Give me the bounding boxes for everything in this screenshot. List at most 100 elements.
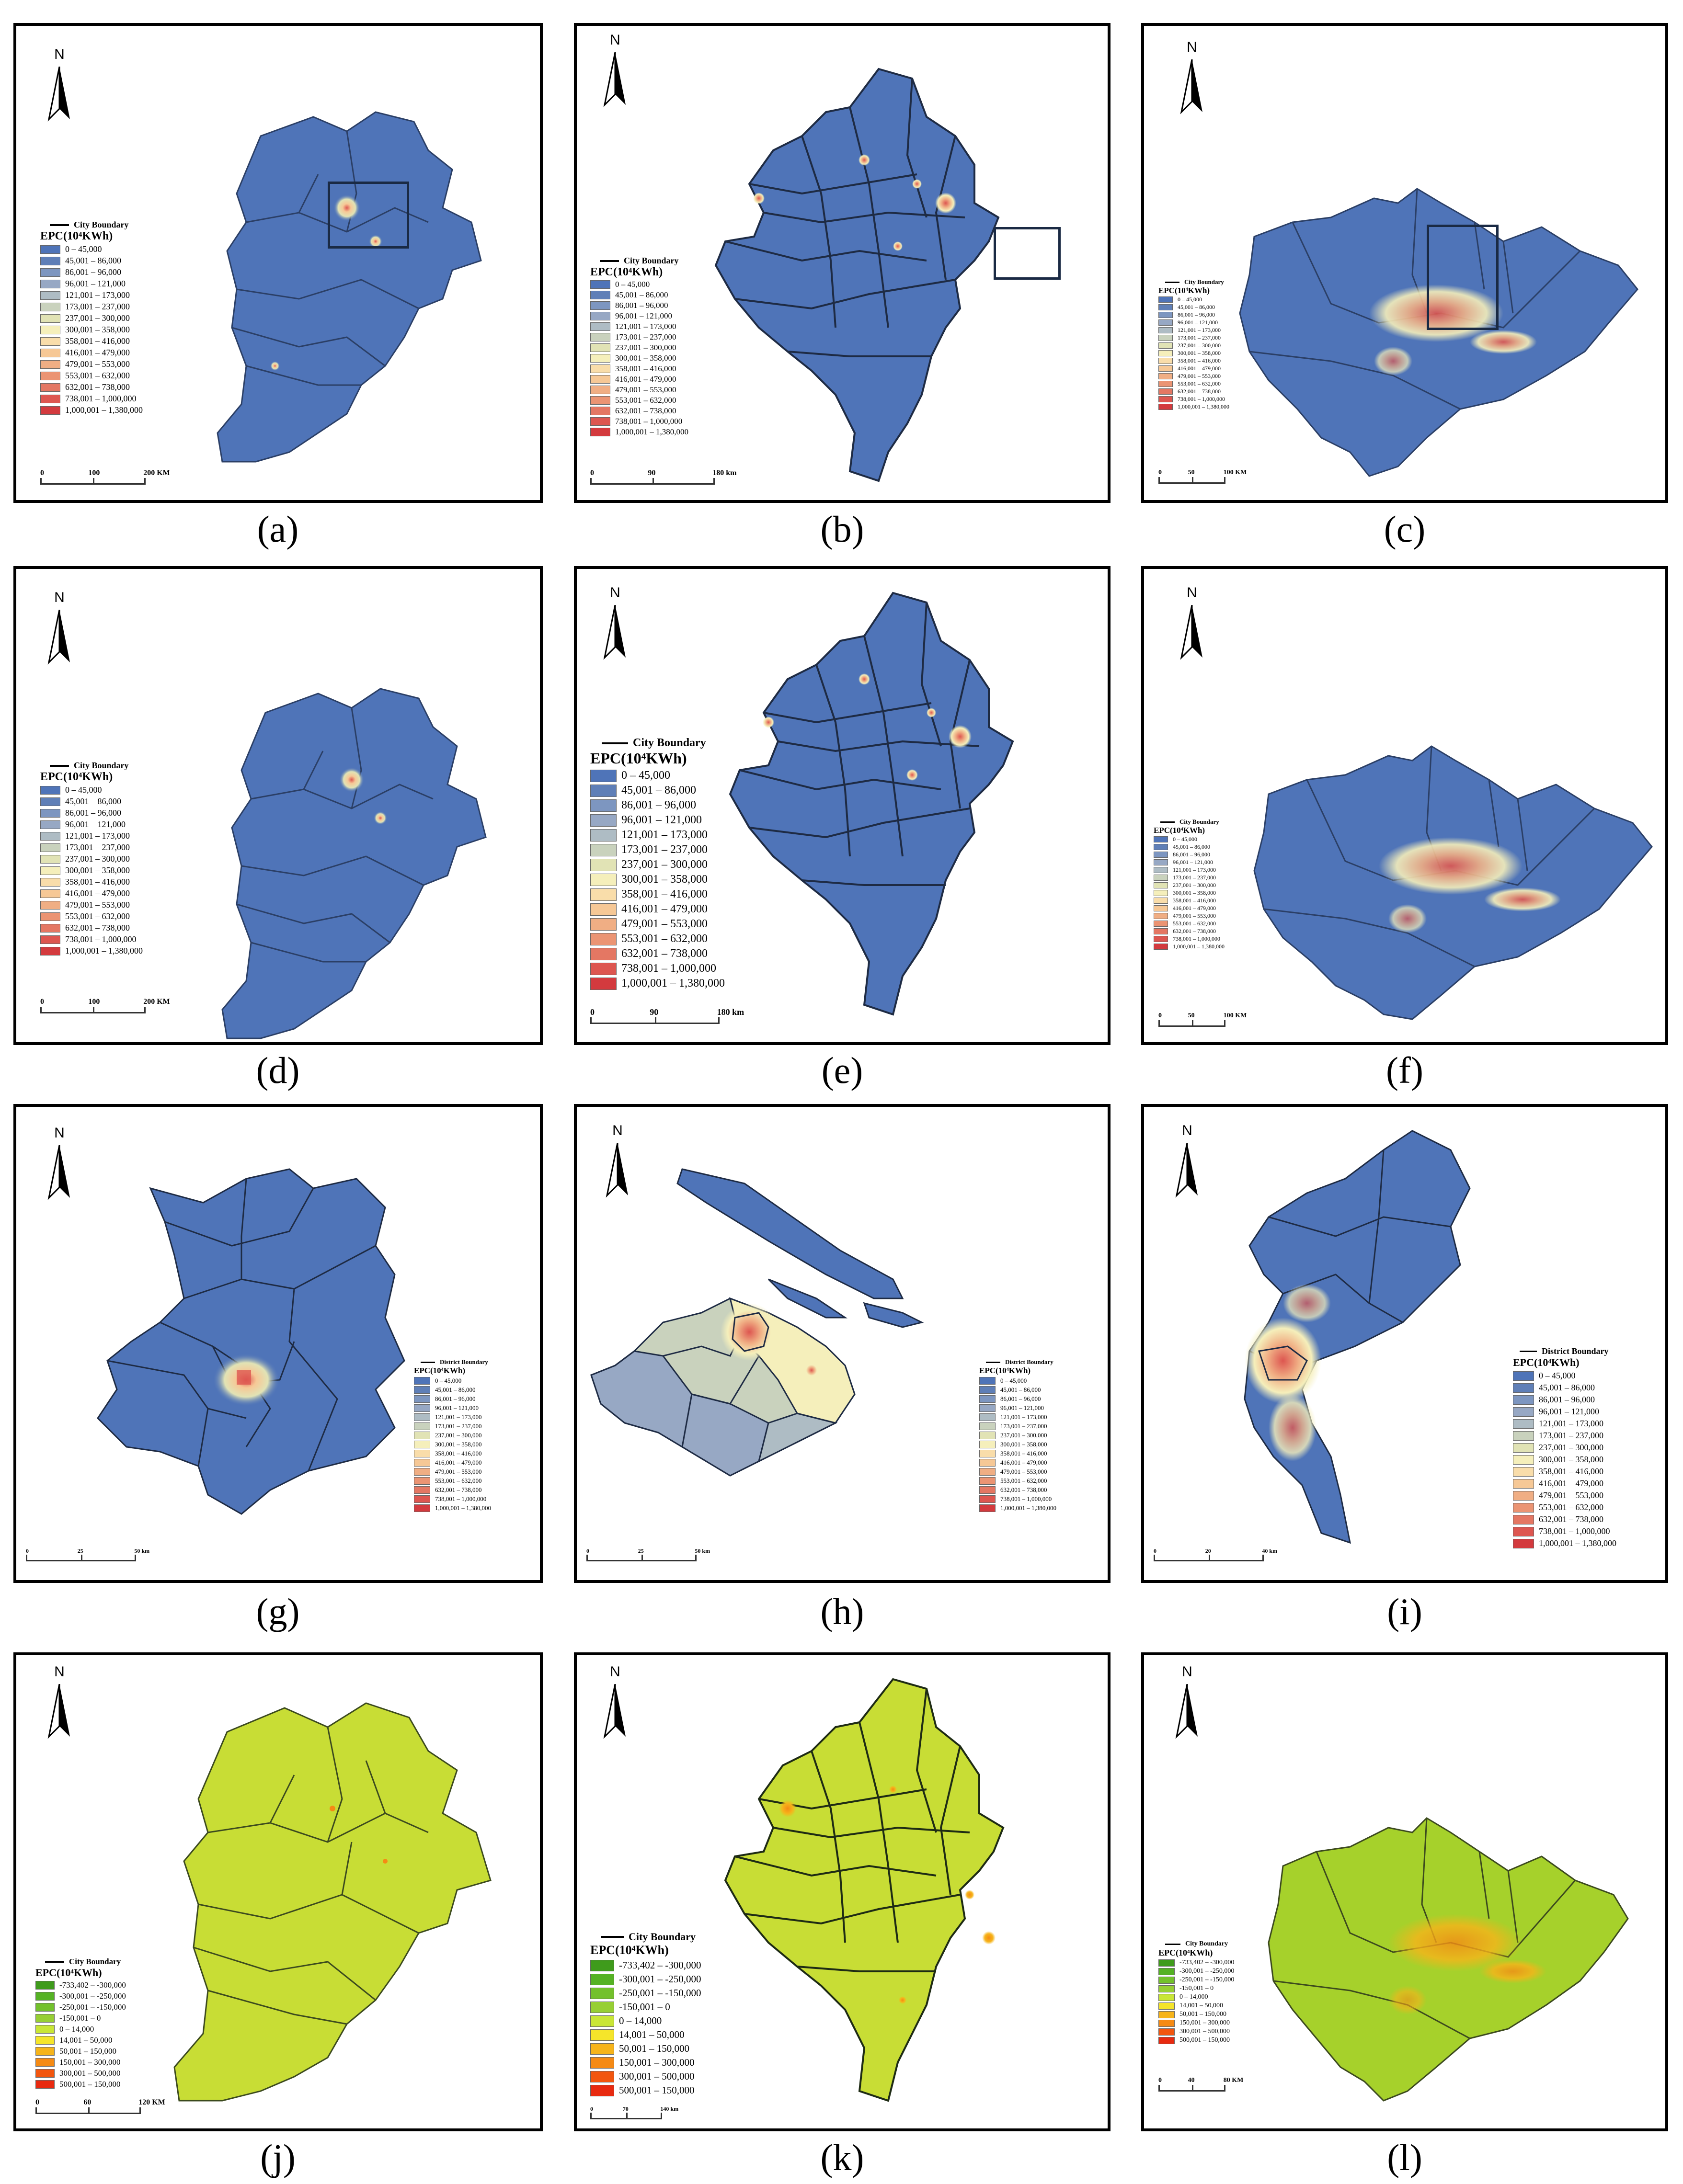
legend-label: 632,001 – 738,000 bbox=[65, 382, 130, 392]
legend-item: 416,001 – 479,000 bbox=[40, 348, 143, 358]
legend-label: 479,001 – 553,000 bbox=[1000, 1468, 1047, 1475]
legend-swatch bbox=[590, 1987, 614, 1999]
legend-swatch bbox=[590, 947, 617, 960]
legend-label: 738,001 – 1,000,000 bbox=[435, 1495, 487, 1502]
scale-label: 0 bbox=[1154, 1547, 1156, 1554]
legend-swatch bbox=[590, 2084, 614, 2096]
legend-label: 553,001 – 632,000 bbox=[1173, 920, 1216, 927]
legend-item: 45,001 – 86,000 bbox=[979, 1386, 1056, 1394]
legend-label: 632,001 – 738,000 bbox=[615, 406, 676, 415]
legend-label: 121,001 – 173,000 bbox=[435, 1413, 482, 1421]
legend-swatch bbox=[1154, 875, 1168, 881]
legend-swatch bbox=[414, 1413, 430, 1421]
legend-label: 632,001 – 738,000 bbox=[1178, 388, 1221, 395]
legend-item: 632,001 – 738,000 bbox=[1158, 388, 1229, 395]
legend-label: 1,000,001 – 1,380,000 bbox=[1539, 1538, 1616, 1548]
legend-swatch bbox=[40, 279, 60, 288]
legend-item: 14,001 – 50,000 bbox=[1158, 2002, 1234, 2010]
legend-swatch bbox=[979, 1422, 996, 1430]
legend-swatch bbox=[1513, 1526, 1534, 1536]
legend-item: 237,001 – 300,000 bbox=[40, 854, 143, 864]
legend-swatch bbox=[979, 1432, 996, 1439]
legend-item: 96,001 – 121,000 bbox=[1513, 1407, 1616, 1417]
legend-label: 173,001 – 237,000 bbox=[1539, 1431, 1603, 1440]
legend-label: 86,001 – 96,000 bbox=[65, 808, 121, 818]
legend-title: EPC(10⁴KWh) bbox=[590, 750, 687, 767]
legend-swatch bbox=[414, 1450, 430, 1457]
legend-item: 121,001 – 173,000 bbox=[1154, 866, 1225, 874]
legend-label: 237,001 – 300,000 bbox=[1173, 882, 1216, 888]
legend-label: 150,001 – 300,000 bbox=[619, 2057, 695, 2068]
caption-h: (h) bbox=[820, 1591, 864, 1632]
legend-item: 479,001 – 553,000 bbox=[1154, 912, 1225, 920]
legend-item: 300,001 – 358,000 bbox=[590, 353, 688, 363]
scale-label: 0 bbox=[1158, 469, 1162, 476]
panel-f: N City Boundary EPC(10⁴KWh) 0 – 45,000 45… bbox=[1141, 566, 1668, 1045]
legend-item: -250,001 – -150,000 bbox=[1158, 1976, 1234, 1984]
legend-item: 86,001 – 96,000 bbox=[40, 808, 143, 818]
legend-label: 86,001 – 96,000 bbox=[615, 301, 668, 310]
legend-swatch bbox=[1513, 1431, 1534, 1441]
legend-label: 86,001 – 96,000 bbox=[1000, 1395, 1041, 1402]
legend-label: 553,001 – 632,000 bbox=[65, 371, 130, 380]
scale-label: 100 bbox=[88, 998, 100, 1006]
panel-j: N City Boundary EPC(10⁴KWh) -733,402 – -… bbox=[13, 1652, 543, 2131]
legend-item: 300,001 – 358,000 bbox=[414, 1441, 491, 1448]
legend-swatch bbox=[590, 386, 610, 394]
legend-item: -300,001 – -250,000 bbox=[1158, 1968, 1234, 1975]
legend-swatch bbox=[1513, 1371, 1534, 1381]
legend-title: EPC(10⁴KWh) bbox=[1158, 1948, 1213, 1957]
caption-f: (f) bbox=[1386, 1049, 1423, 1091]
legend-swatch bbox=[40, 325, 60, 334]
legend-swatch bbox=[35, 2069, 55, 2078]
legend-label: 358,001 – 416,000 bbox=[65, 336, 130, 346]
scale-label: 80 KM bbox=[1223, 2077, 1244, 2084]
legend-swatch bbox=[414, 1486, 430, 1494]
scale-label: 100 KM bbox=[1223, 469, 1247, 476]
legend-swatch bbox=[1158, 342, 1173, 349]
legend-swatch bbox=[1158, 2002, 1175, 2010]
legend-swatch bbox=[40, 820, 60, 829]
legend-item: 86,001 – 96,000 bbox=[590, 799, 725, 812]
legend-label: 300,001 – 358,000 bbox=[1178, 350, 1221, 356]
legend-item: 173,001 – 237,000 bbox=[414, 1422, 491, 1430]
legend-item: 0 – 45,000 bbox=[1158, 296, 1229, 303]
legend-label: -150,001 – 0 bbox=[1179, 1985, 1214, 1992]
legend-item: -250,001 – -150,000 bbox=[35, 2002, 126, 2012]
legend-item: 96,001 – 121,000 bbox=[40, 279, 143, 289]
scale-label: 40 km bbox=[1262, 1547, 1278, 1554]
legend-item: 1,000,001 – 1,380,000 bbox=[1158, 403, 1229, 410]
legend-label: 121,001 – 173,000 bbox=[65, 290, 130, 300]
legend-item: 553,001 – 632,000 bbox=[40, 371, 143, 381]
legend-swatch bbox=[1154, 882, 1168, 888]
legend-swatch bbox=[590, 364, 610, 373]
legend-label: 358,001 – 416,000 bbox=[1000, 1450, 1047, 1457]
legend-label: 479,001 – 553,000 bbox=[615, 385, 676, 394]
legend-item: 96,001 – 121,000 bbox=[1154, 859, 1225, 866]
caption-k: (k) bbox=[820, 2137, 864, 2178]
legend-swatch bbox=[40, 314, 60, 323]
legend-label: 479,001 – 553,000 bbox=[1178, 373, 1221, 379]
scale-label: 0 bbox=[590, 1007, 595, 1017]
scale-label: 40 bbox=[1188, 2077, 1195, 2084]
legend-city-boundary: City Boundary bbox=[1185, 1940, 1228, 1947]
legend-item: 553,001 – 632,000 bbox=[1158, 380, 1229, 387]
legend-item: 416,001 – 479,000 bbox=[1158, 365, 1229, 372]
legend: City Boundary EPC(10⁴KWh) 0 – 45,000 45,0… bbox=[590, 256, 688, 437]
scale-label: 120 KM bbox=[138, 2098, 165, 2106]
legend-swatch bbox=[40, 245, 60, 254]
legend-item: 237,001 – 300,000 bbox=[1154, 882, 1225, 889]
legend-swatch bbox=[1154, 921, 1168, 927]
legend-swatch bbox=[590, 858, 617, 871]
legend-item: 121,001 – 173,000 bbox=[40, 831, 143, 841]
north-arrow-icon: N bbox=[45, 46, 74, 124]
scale-bar: 0 25 50 km bbox=[26, 1547, 149, 1561]
legend-swatch bbox=[590, 2015, 614, 2027]
legend-label: 45,001 – 86,000 bbox=[1000, 1386, 1041, 1393]
legend-label: 173,001 – 237,000 bbox=[621, 843, 708, 856]
legend-label: 237,001 – 300,000 bbox=[1178, 342, 1221, 349]
legend-label: 479,001 – 553,000 bbox=[435, 1468, 482, 1475]
legend-item: 738,001 – 1,000,000 bbox=[1158, 396, 1229, 403]
legend-label: 45,001 – 86,000 bbox=[65, 256, 121, 265]
legend-item: -733,402 – -300,000 bbox=[590, 1959, 701, 1971]
